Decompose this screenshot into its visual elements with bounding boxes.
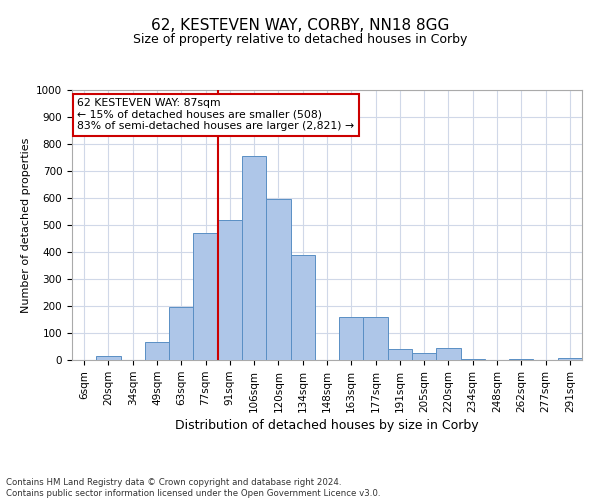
- Text: Size of property relative to detached houses in Corby: Size of property relative to detached ho…: [133, 32, 467, 46]
- Text: 62, KESTEVEN WAY, CORBY, NN18 8GG: 62, KESTEVEN WAY, CORBY, NN18 8GG: [151, 18, 449, 32]
- Bar: [509, 358, 533, 360]
- Bar: [96, 356, 121, 360]
- Bar: [145, 342, 169, 360]
- Bar: [364, 318, 388, 360]
- Bar: [558, 358, 582, 360]
- Bar: [218, 220, 242, 360]
- Bar: [412, 353, 436, 360]
- Bar: [339, 318, 364, 360]
- Bar: [242, 156, 266, 360]
- Text: Contains HM Land Registry data © Crown copyright and database right 2024.
Contai: Contains HM Land Registry data © Crown c…: [6, 478, 380, 498]
- Bar: [290, 254, 315, 360]
- Y-axis label: Number of detached properties: Number of detached properties: [20, 138, 31, 312]
- Bar: [193, 233, 218, 360]
- X-axis label: Distribution of detached houses by size in Corby: Distribution of detached houses by size …: [175, 419, 479, 432]
- Text: 62 KESTEVEN WAY: 87sqm
← 15% of detached houses are smaller (508)
83% of semi-de: 62 KESTEVEN WAY: 87sqm ← 15% of detached…: [77, 98, 354, 132]
- Bar: [436, 348, 461, 360]
- Bar: [266, 200, 290, 360]
- Bar: [388, 349, 412, 360]
- Bar: [169, 308, 193, 360]
- Bar: [461, 358, 485, 360]
